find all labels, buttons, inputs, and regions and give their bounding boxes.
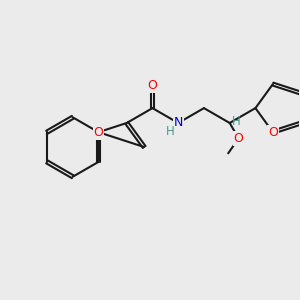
Text: O: O xyxy=(94,126,103,139)
Text: O: O xyxy=(234,132,244,145)
Text: O: O xyxy=(268,126,278,139)
Text: O: O xyxy=(148,79,158,92)
Text: H: H xyxy=(232,115,241,128)
Text: N: N xyxy=(173,116,183,130)
Text: H: H xyxy=(166,125,174,138)
